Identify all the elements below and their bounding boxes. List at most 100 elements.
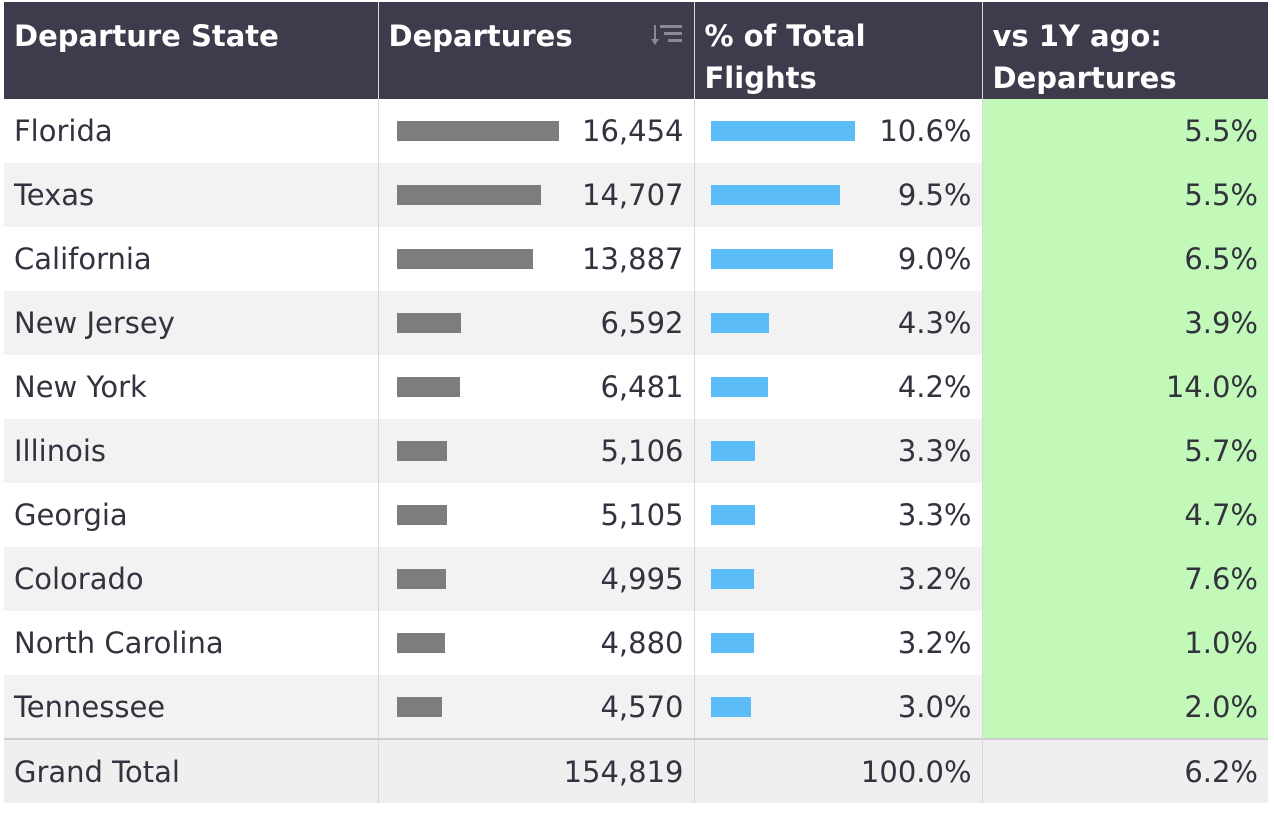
header-vs-1y-ago[interactable]: vs 1Y ago: Departures (981, 2, 1268, 99)
departures-value: 5,105 (600, 498, 684, 532)
state-cell: Georgia (4, 483, 378, 547)
header-vs-line2: Departures (992, 61, 1177, 95)
pct-cell: 4.3% (693, 291, 982, 355)
departures-bar (396, 569, 446, 589)
departures-value: 4,880 (600, 626, 684, 660)
departures-bar (396, 441, 447, 461)
table-row: New Jersey 6,592 4.3% 3.9% (4, 291, 1268, 355)
departures-cell: 5,105 (377, 483, 694, 547)
header-vs-line1: vs 1Y ago: (992, 19, 1162, 53)
pct-cell: 4.2% (693, 355, 982, 419)
departures-value: 4,570 (600, 689, 684, 724)
departures-bar (396, 633, 445, 653)
vs-1y-cell: 5.7% (981, 419, 1268, 483)
pct-value: 10.6% (879, 114, 972, 148)
table-row: Texas 14,707 9.5% 5.5% (4, 163, 1268, 227)
departures-value: 6,481 (600, 370, 684, 404)
departures-cell: 4,880 (377, 611, 694, 675)
departures-value: 16,454 (582, 114, 684, 148)
pct-bar (710, 633, 754, 653)
table-row: Colorado 4,995 3.2% 7.6% (4, 547, 1268, 611)
state-cell: Colorado (4, 547, 378, 611)
pct-value: 3.2% (897, 562, 972, 596)
departures-bar (396, 377, 461, 397)
departures-bar (396, 313, 462, 333)
header-departure-state-label: Departure State (14, 19, 279, 53)
pct-value: 4.2% (897, 370, 972, 404)
departures-value: 13,887 (582, 242, 684, 276)
pct-bar (710, 441, 756, 461)
table-row: Georgia 5,105 3.3% 4.7% (4, 483, 1268, 547)
state-cell: North Carolina (4, 611, 378, 675)
departures-bar (396, 696, 442, 717)
vs-1y-cell: 5.5% (981, 163, 1268, 227)
state-cell: Tennessee (4, 675, 378, 739)
vs-1y-value: 14.0% (1165, 370, 1258, 404)
pct-cell: 9.0% (693, 227, 982, 291)
pct-cell: 3.3% (693, 419, 982, 483)
pct-cell: 10.6% (693, 99, 982, 163)
state-name: New Jersey (14, 306, 175, 340)
pct-bar (710, 313, 769, 333)
departures-bar (396, 185, 542, 205)
pct-value: 3.2% (897, 626, 972, 660)
state-name: Illinois (14, 434, 107, 468)
departures-cell: 14,707 (377, 163, 694, 227)
vs-1y-cell: 3.9% (981, 291, 1268, 355)
pct-bar (710, 505, 756, 525)
state-name: North Carolina (14, 626, 224, 660)
vs-1y-cell: 14.0% (981, 355, 1268, 419)
vs-1y-value: 5.5% (1184, 178, 1258, 212)
state-name: New York (14, 370, 147, 404)
state-name: Tennessee (14, 689, 166, 724)
vs-1y-cell: 4.7% (981, 483, 1268, 547)
sort-descending-icon[interactable] (650, 16, 682, 45)
header-pct-line1: % of Total (704, 19, 866, 53)
state-cell: Illinois (4, 419, 378, 483)
pct-cell: 3.2% (693, 611, 982, 675)
departures-table: Departure State Departures (4, 2, 1268, 803)
table-row: California 13,887 9.0% 6.5% (4, 227, 1268, 291)
pct-value: 3.0% (897, 689, 972, 724)
state-cell: New York (4, 355, 378, 419)
vs-1y-value: 1.0% (1184, 626, 1258, 660)
header-departures[interactable]: Departures (377, 2, 694, 99)
pct-cell: 3.2% (693, 547, 982, 611)
vs-1y-value: 5.5% (1184, 114, 1258, 148)
pct-value: 3.3% (897, 434, 972, 468)
header-pct-total-flights[interactable]: % of Total Flights (693, 2, 982, 99)
table-row: New York 6,481 4.2% 14.0% (4, 355, 1268, 419)
table-row: North Carolina 4,880 3.2% 1.0% (4, 611, 1268, 675)
state-name: Colorado (14, 562, 144, 596)
grand-total-departures: 154,819 (377, 738, 694, 803)
grand-total-label: Grand Total (4, 738, 378, 803)
pct-bar (710, 249, 833, 269)
header-departure-state[interactable]: Departure State (4, 2, 378, 99)
vs-1y-cell: 6.5% (981, 227, 1268, 291)
vs-1y-cell: 7.6% (981, 547, 1268, 611)
departures-cell: 4,995 (377, 547, 694, 611)
departures-value: 6,592 (600, 306, 684, 340)
vs-1y-cell: 5.5% (981, 99, 1268, 163)
departures-bar (396, 505, 447, 525)
grand-total-row: Grand Total 154,819 100.0% 6.2% (4, 738, 1268, 803)
state-cell: New Jersey (4, 291, 378, 355)
table-row: Florida 16,454 10.6% 5.5% (4, 99, 1268, 163)
state-cell: California (4, 227, 378, 291)
vs-1y-value: 6.5% (1184, 242, 1258, 276)
pct-bar (710, 569, 754, 589)
vs-1y-value: 3.9% (1184, 306, 1258, 340)
vs-1y-value: 4.7% (1184, 498, 1258, 532)
vs-1y-value: 5.7% (1184, 434, 1258, 468)
departures-value: 14,707 (582, 178, 684, 212)
header-row: Departure State Departures (4, 2, 1268, 99)
pct-bar (710, 696, 752, 717)
departures-cell: 6,592 (377, 291, 694, 355)
table-row: Tennessee 4,570 3.0% 2.0% (4, 675, 1268, 739)
state-name: California (14, 242, 152, 276)
pct-value: 9.5% (897, 178, 972, 212)
state-name: Georgia (14, 498, 128, 532)
pct-cell: 9.5% (693, 163, 982, 227)
departures-cell: 13,887 (377, 227, 694, 291)
header-pct-line2: Flights (704, 61, 817, 95)
